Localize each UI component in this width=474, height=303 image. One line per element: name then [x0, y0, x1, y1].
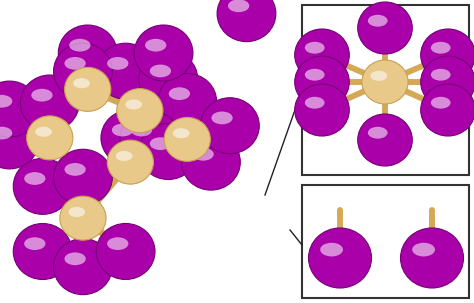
Ellipse shape	[158, 74, 217, 129]
Ellipse shape	[371, 71, 387, 81]
Ellipse shape	[145, 39, 166, 52]
Ellipse shape	[101, 110, 160, 166]
Ellipse shape	[69, 39, 91, 52]
Ellipse shape	[54, 43, 112, 99]
Ellipse shape	[24, 237, 46, 250]
Ellipse shape	[24, 172, 46, 185]
Ellipse shape	[201, 98, 259, 154]
Ellipse shape	[358, 114, 412, 166]
Ellipse shape	[0, 113, 39, 169]
Ellipse shape	[13, 158, 72, 214]
Ellipse shape	[54, 149, 112, 205]
Ellipse shape	[358, 2, 412, 54]
Ellipse shape	[150, 65, 171, 77]
Ellipse shape	[368, 15, 388, 27]
Ellipse shape	[117, 88, 163, 133]
Ellipse shape	[64, 252, 86, 265]
Ellipse shape	[295, 29, 349, 81]
Ellipse shape	[73, 78, 90, 88]
Ellipse shape	[125, 99, 142, 109]
Ellipse shape	[362, 60, 408, 104]
Ellipse shape	[431, 69, 451, 81]
Ellipse shape	[421, 29, 474, 81]
Ellipse shape	[173, 128, 190, 138]
Ellipse shape	[54, 239, 112, 295]
Ellipse shape	[182, 134, 240, 190]
Bar	[302, 185, 469, 298]
Ellipse shape	[64, 57, 86, 70]
Ellipse shape	[150, 137, 171, 150]
Ellipse shape	[320, 243, 343, 256]
Ellipse shape	[116, 151, 133, 161]
Ellipse shape	[0, 127, 12, 139]
Ellipse shape	[107, 57, 128, 70]
Ellipse shape	[112, 124, 133, 136]
Ellipse shape	[64, 163, 86, 176]
Ellipse shape	[20, 75, 79, 131]
Ellipse shape	[305, 42, 325, 54]
Ellipse shape	[131, 124, 152, 136]
Ellipse shape	[368, 127, 388, 139]
Ellipse shape	[0, 95, 12, 108]
Ellipse shape	[421, 84, 474, 136]
Ellipse shape	[309, 228, 372, 288]
Ellipse shape	[31, 89, 53, 102]
Ellipse shape	[60, 196, 106, 240]
Ellipse shape	[107, 140, 154, 184]
Ellipse shape	[211, 112, 233, 124]
Ellipse shape	[107, 237, 128, 250]
Ellipse shape	[68, 207, 85, 217]
Ellipse shape	[169, 87, 190, 100]
Ellipse shape	[412, 243, 435, 256]
Ellipse shape	[58, 25, 117, 81]
Ellipse shape	[64, 67, 111, 112]
Ellipse shape	[96, 43, 155, 99]
Ellipse shape	[27, 116, 73, 160]
Ellipse shape	[305, 97, 325, 109]
Ellipse shape	[431, 97, 451, 109]
Ellipse shape	[134, 25, 193, 81]
Ellipse shape	[35, 127, 52, 137]
Ellipse shape	[305, 69, 325, 81]
Ellipse shape	[164, 117, 210, 161]
Ellipse shape	[120, 110, 179, 166]
Ellipse shape	[192, 148, 214, 161]
Ellipse shape	[217, 0, 276, 42]
Ellipse shape	[0, 81, 39, 137]
Bar	[302, 5, 469, 175]
Ellipse shape	[431, 42, 451, 54]
Ellipse shape	[295, 84, 349, 136]
Ellipse shape	[401, 228, 464, 288]
Ellipse shape	[295, 56, 349, 108]
Ellipse shape	[13, 224, 72, 279]
Ellipse shape	[139, 124, 198, 179]
Ellipse shape	[421, 56, 474, 108]
Ellipse shape	[139, 51, 198, 107]
Ellipse shape	[96, 224, 155, 279]
Ellipse shape	[228, 0, 249, 12]
